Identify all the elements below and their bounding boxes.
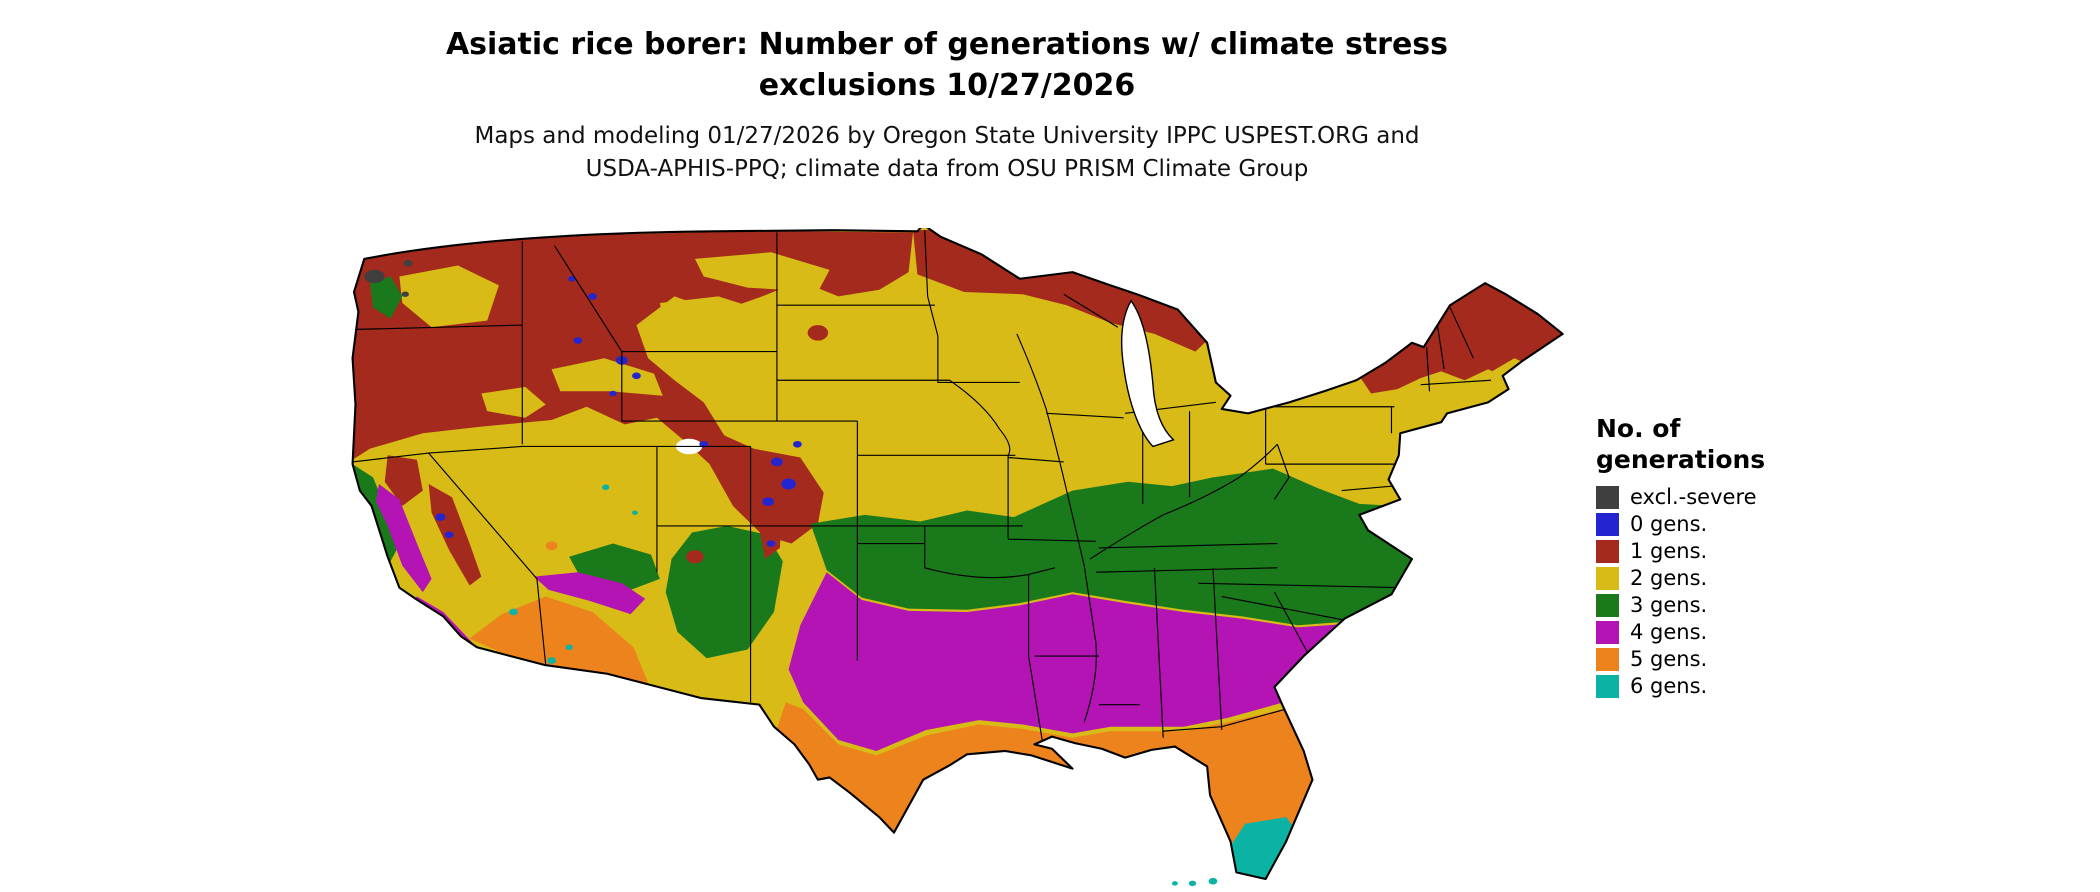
legend-item: 1 gens. [1596,539,1765,563]
title-block: Asiatic rice borer: Number of generation… [0,24,1894,186]
legend-color-swatch [1596,566,1619,590]
florida-keys [1171,877,1218,887]
us-generations-map [335,228,1769,890]
subtitle-line2: USDA-APHIS-PPQ; climate data from OSU PR… [585,156,1309,182]
page-title: Asiatic rice borer: Number of generation… [0,24,1894,106]
legend-title-line1: No. of [1596,414,1681,443]
legend-color-swatch [1596,512,1619,536]
page-subtitle: Maps and modeling 01/27/2026 by Oregon S… [0,120,1894,186]
legend-item: 3 gens. [1596,593,1765,617]
legend-item-label: 5 gens. [1630,647,1708,671]
legend-item-label: 1 gens. [1630,539,1708,563]
legend-item-label: 6 gens. [1630,674,1708,698]
legend-color-swatch [1596,539,1619,563]
legend-item: excl.-severe [1596,485,1765,509]
subtitle-line1: Maps and modeling 01/27/2026 by Oregon S… [474,123,1420,149]
title-line2: exclusions 10/27/2026 [758,68,1136,103]
legend-item-label: excl.-severe [1630,485,1757,509]
legend-color-swatch [1596,485,1619,509]
lake-michigan [1122,301,1174,447]
legend-item: 5 gens. [1596,647,1765,671]
title-line1: Asiatic rice borer: Number of generation… [445,27,1449,62]
legend-item-label: 3 gens. [1630,593,1708,617]
legend-item-label: 2 gens. [1630,566,1708,590]
legend-color-swatch [1596,674,1619,698]
legend-color-swatch [1596,593,1619,617]
legend-items: excl.-severe 0 gens. 1 gens. 2 gens. 3 g… [1596,485,1765,698]
legend-item: 0 gens. [1596,512,1765,536]
us-outline [353,228,1563,879]
legend: No. of generations excl.-severe 0 gens. … [1596,413,1765,701]
legend-title: No. of generations [1596,413,1765,475]
state-borders [353,230,1491,746]
legend-item: 2 gens. [1596,566,1765,590]
legend-color-swatch [1596,620,1619,644]
legend-title-line2: generations [1596,445,1766,474]
legend-item: 4 gens. [1596,620,1765,644]
legend-item: 6 gens. [1596,674,1765,698]
us-map-svg [335,228,1769,887]
legend-color-swatch [1596,647,1619,671]
legend-item-label: 4 gens. [1630,620,1708,644]
legend-item-label: 0 gens. [1630,512,1708,536]
class-0gens [435,275,802,547]
class-2gens-pockets [399,252,1530,418]
class-excl-severe [364,259,413,297]
